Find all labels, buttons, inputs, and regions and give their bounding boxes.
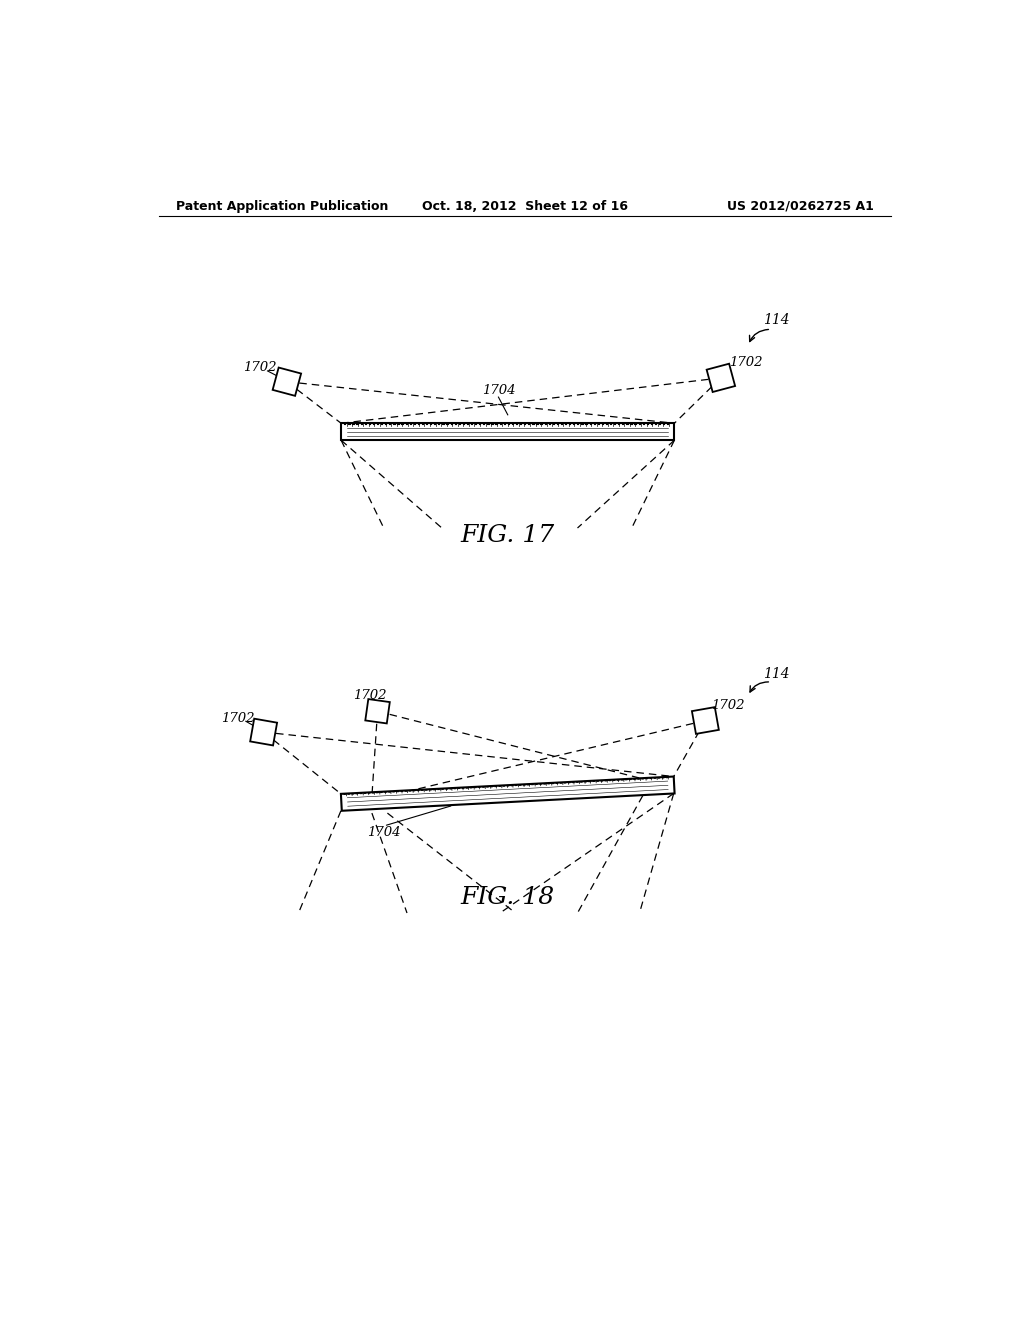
Text: Oct. 18, 2012  Sheet 12 of 16: Oct. 18, 2012 Sheet 12 of 16 bbox=[422, 199, 628, 213]
Text: Patent Application Publication: Patent Application Publication bbox=[176, 199, 388, 213]
Text: 1702: 1702 bbox=[711, 698, 744, 711]
Text: 1704: 1704 bbox=[481, 384, 515, 397]
Text: US 2012/0262725 A1: US 2012/0262725 A1 bbox=[727, 199, 873, 213]
Polygon shape bbox=[272, 367, 301, 396]
Polygon shape bbox=[250, 718, 278, 746]
Polygon shape bbox=[366, 700, 390, 723]
Text: 114: 114 bbox=[764, 668, 791, 681]
Polygon shape bbox=[341, 776, 675, 810]
Text: 1704: 1704 bbox=[367, 825, 400, 838]
Text: FIG. 17: FIG. 17 bbox=[461, 524, 555, 548]
Text: FIG. 18: FIG. 18 bbox=[461, 886, 555, 909]
Text: 1702: 1702 bbox=[243, 362, 276, 375]
Text: 1702: 1702 bbox=[729, 356, 762, 370]
Polygon shape bbox=[341, 424, 675, 441]
Polygon shape bbox=[692, 708, 719, 734]
Polygon shape bbox=[707, 364, 735, 392]
Text: 114: 114 bbox=[764, 313, 791, 327]
Text: 1702: 1702 bbox=[352, 689, 386, 702]
Text: 1702: 1702 bbox=[221, 711, 255, 725]
